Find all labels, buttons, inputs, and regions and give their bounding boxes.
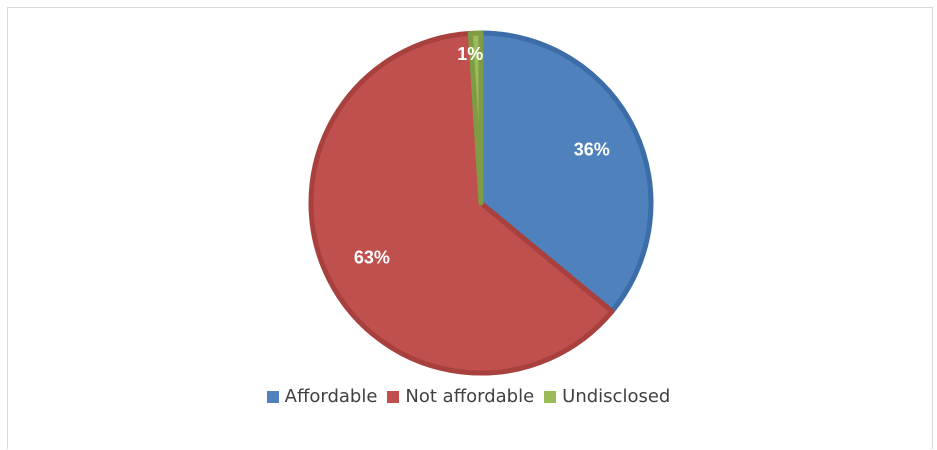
pie-slice-undisclosed [467,30,484,206]
legend-item-affordable: Affordable [266,386,378,407]
data-label-undisclosed: 1% [457,44,483,64]
pie-slice-affordable [478,30,654,314]
legend-swatch-affordable [266,390,279,403]
legend-swatch-not-affordable [387,390,400,403]
pie-data-labels: 36% 63% 1% [354,44,610,268]
data-label-affordable: 36% [574,140,610,160]
legend-label-affordable: Affordable [284,386,378,407]
legend-item-not-affordable: Not affordable [387,386,534,407]
legend-item-undisclosed: Undisclosed [544,386,670,407]
pie-slice-not-affordable [308,30,615,376]
legend-label-undisclosed: Undisclosed [562,386,671,407]
pie-slices [308,30,654,376]
legend-swatch-undisclosed [544,390,557,403]
legend-label-not-affordable: Not affordable [405,386,535,407]
data-label-not-affordable: 63% [354,247,390,267]
legend: Affordable Not affordable Undisclosed [0,386,937,407]
